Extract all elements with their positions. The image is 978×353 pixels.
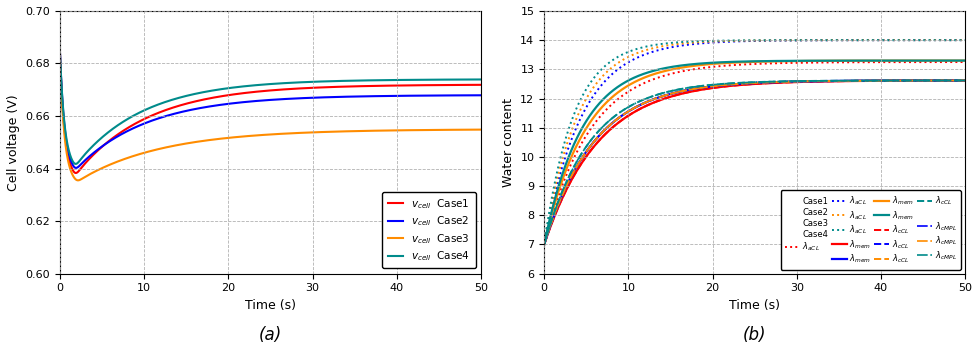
- Legend: $v_{cell}$  Case1, $v_{cell}$  Case2, $v_{cell}$  Case3, $v_{cell}$  Case4: $v_{cell}$ Case1, $v_{cell}$ Case2, $v_{…: [382, 192, 475, 269]
- X-axis label: Time (s): Time (s): [244, 299, 295, 312]
- Legend: Case1, Case2, Case3, Case4, $\lambda_{aCL}$, $\lambda_{aCL}$, $\lambda_{aCL}$, $: Case1, Case2, Case3, Case4, $\lambda_{aC…: [779, 190, 960, 270]
- X-axis label: Time (s): Time (s): [729, 299, 779, 312]
- Y-axis label: Water content: Water content: [502, 98, 514, 187]
- Text: (b): (b): [742, 326, 766, 344]
- Y-axis label: Cell voltage (V): Cell voltage (V): [7, 94, 20, 191]
- Text: (a): (a): [258, 326, 282, 344]
